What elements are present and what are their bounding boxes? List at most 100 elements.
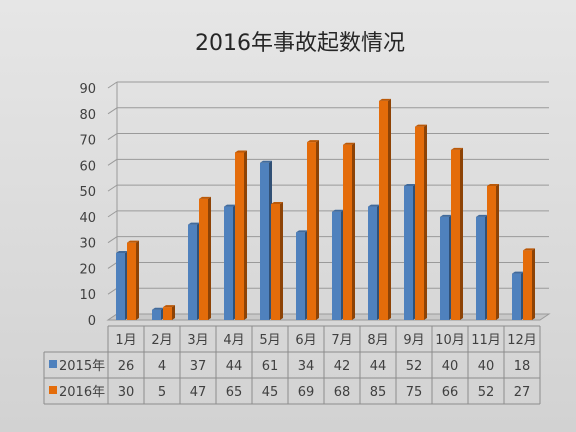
data-label: 69: [298, 385, 315, 400]
y-tick-label: 0: [88, 314, 96, 329]
bar-2015-front: [476, 216, 485, 320]
data-label: 52: [478, 385, 495, 400]
x-tick-label: 2月: [151, 333, 172, 348]
y-tick-label: 70: [79, 134, 96, 149]
data-label: 52: [406, 359, 423, 374]
data-label: 30: [118, 385, 135, 400]
bar-2015-front: [152, 309, 161, 320]
y-tick-label: 40: [79, 211, 96, 226]
chart-title: 2016年事故起数情况: [195, 31, 405, 56]
bar-top: [152, 307, 164, 310]
data-label: 47: [190, 385, 207, 400]
y-tick-label: 20: [79, 262, 96, 277]
x-tick-label: 4月: [223, 333, 244, 348]
bar-top: [512, 271, 524, 274]
data-label: 61: [262, 359, 279, 374]
bar-top: [332, 209, 344, 212]
bar-side: [424, 124, 427, 321]
bar-top: [440, 214, 452, 217]
gridline-side: [107, 133, 118, 140]
bar-top: [127, 240, 139, 243]
bar-top: [343, 142, 355, 145]
data-table: 1月 2月 3月 4月 5月 6月 7月 8月 9月 10月 11月 12月 2015年 26 4 37 44 6…: [43, 325, 541, 405]
data-label: 37: [190, 359, 207, 374]
data-label: 44: [226, 359, 243, 374]
data-label: 45: [262, 385, 279, 400]
y-tick-label: 80: [79, 108, 96, 123]
bar-2016-front: [127, 242, 136, 320]
bar-side: [532, 248, 535, 320]
bar-2015-front: [368, 206, 377, 320]
data-label: 40: [442, 359, 459, 374]
data-label: 4: [158, 359, 166, 374]
bar-top: [307, 140, 319, 143]
data-label: 26: [118, 359, 135, 374]
bar-2015-front: [116, 252, 125, 320]
bar-top: [296, 230, 308, 233]
bar-2016-front: [487, 185, 496, 320]
x-tick-label: 11月: [471, 333, 501, 348]
bar-top: [199, 196, 211, 199]
x-tick-label: 9月: [403, 333, 424, 348]
gridline-side: [107, 210, 118, 218]
bar-side: [352, 142, 355, 320]
bar-top: [271, 202, 283, 204]
bar-2016-front: [415, 126, 424, 321]
x-tick-label: 7月: [331, 333, 352, 348]
y-tick-label: 50: [79, 185, 96, 200]
bar-top: [476, 214, 488, 217]
y-tick-label: 10: [79, 288, 96, 303]
x-tick-label: 3月: [187, 333, 208, 348]
bar-2016-front: [379, 100, 388, 320]
data-label: 68: [334, 385, 351, 400]
data-label: 65: [226, 385, 243, 400]
y-tick-label: 90: [79, 82, 96, 97]
data-label: 44: [370, 359, 387, 374]
x-tick-label: 1月: [115, 333, 136, 348]
gridline-side: [107, 287, 118, 295]
x-tick-label: 8月: [367, 333, 388, 348]
bar-2015-front: [296, 232, 305, 320]
x-tick-label: 5月: [259, 333, 280, 348]
bar-top: [379, 98, 391, 101]
gridline-side: [107, 236, 118, 244]
bar-top: [163, 305, 175, 308]
bar-side: [388, 98, 391, 320]
bar-side: [244, 150, 247, 320]
legend-label: 2015年: [59, 359, 105, 374]
bar-side: [316, 140, 319, 320]
data-label: 85: [370, 385, 387, 400]
bar-2016-front: [451, 149, 460, 320]
bar-side: [280, 202, 283, 320]
bar-2015-front: [512, 273, 521, 320]
data-label: 40: [478, 359, 495, 374]
data-label: 18: [514, 359, 531, 374]
gridline-side: [107, 262, 118, 269]
y-tick-label: 30: [79, 237, 96, 252]
bar-side: [208, 196, 211, 320]
bar-2016-front: [307, 142, 316, 320]
bar-top: [235, 150, 247, 153]
bar-2016-front: [343, 144, 352, 320]
data-label: 5: [158, 385, 166, 400]
gridline-side: [107, 107, 118, 115]
bar-2015-front: [224, 206, 233, 320]
bar-side: [496, 183, 499, 320]
bar-top: [260, 160, 272, 163]
legend-swatch-2015: [49, 360, 57, 368]
bar-2015-front: [440, 216, 449, 320]
bar-2016-front: [271, 204, 280, 320]
bar-2015-front: [404, 185, 413, 320]
x-tick-label: 10月: [435, 333, 465, 348]
legend-swatch-2016: [49, 386, 57, 394]
gridline-side: [107, 184, 118, 192]
data-label: 75: [406, 385, 423, 400]
bar-side: [136, 240, 139, 320]
bar-2015-front: [260, 162, 269, 320]
gridline-side: [107, 81, 118, 89]
bar-top: [487, 183, 499, 186]
bars: [116, 98, 535, 321]
gridline-side: [107, 158, 118, 166]
